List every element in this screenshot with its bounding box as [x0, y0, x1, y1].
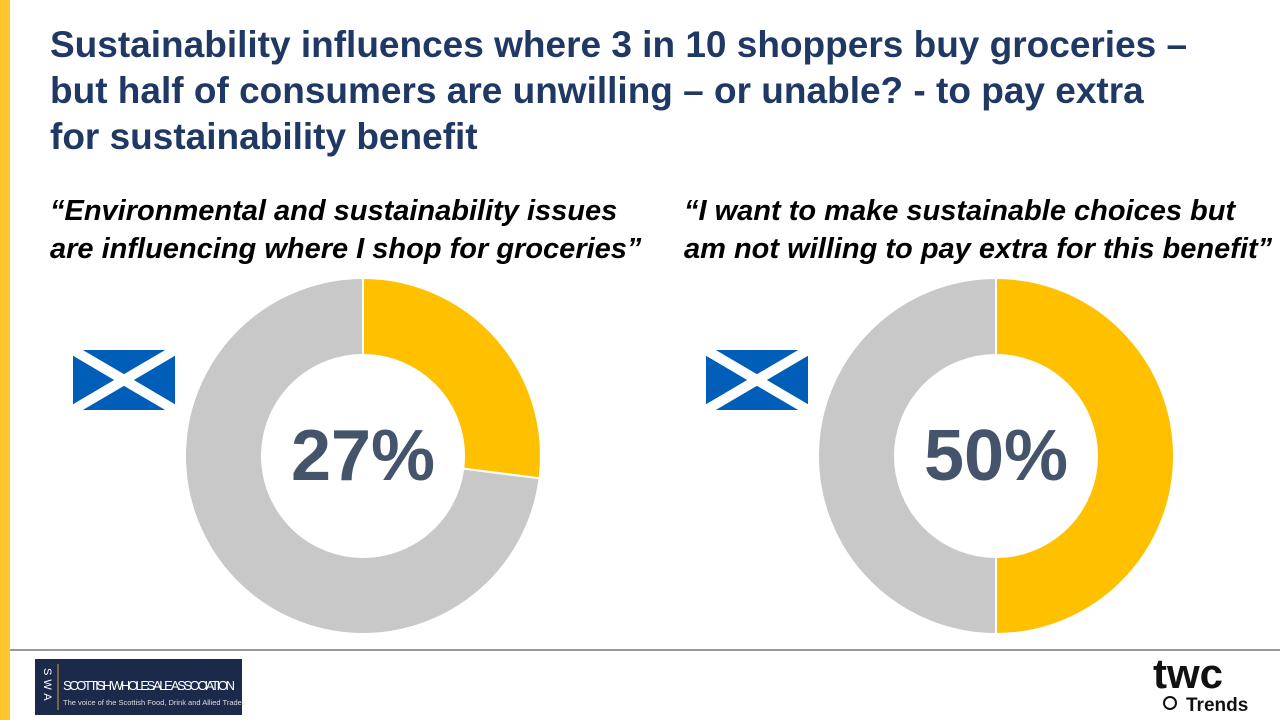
- center-label: 27%: [291, 416, 435, 496]
- side-stripe: [0, 0, 10, 720]
- swa-name: SCOTTISH WHOLESALE ASSOCIATION: [63, 678, 235, 693]
- quote: “I want to make sustainable choices but …: [684, 195, 1273, 265]
- search-icon: [1163, 696, 1177, 710]
- donut-segment: [817, 276, 997, 636]
- twc-logo: twc: [1153, 650, 1223, 697]
- flag: [70, 345, 178, 415]
- quote: “Environmental and sustainability issues…: [50, 195, 642, 265]
- center-label: 50%: [924, 416, 1068, 496]
- swa-tagline: The voice of the Scottish Food, Drink an…: [63, 698, 246, 707]
- slide-title: Sustainability influences where 3 in 10 …: [50, 24, 1188, 157]
- donut-segment: [362, 276, 542, 480]
- donut-segment: [995, 276, 1175, 636]
- donut-segment: [184, 276, 541, 635]
- swa-logo: SWA SCOTTISH WHOLESALE ASSOCIATION The v…: [35, 659, 246, 715]
- trends-label: Trends: [1186, 695, 1248, 716]
- flag: [703, 345, 811, 415]
- swa-letters: SWA: [41, 668, 53, 705]
